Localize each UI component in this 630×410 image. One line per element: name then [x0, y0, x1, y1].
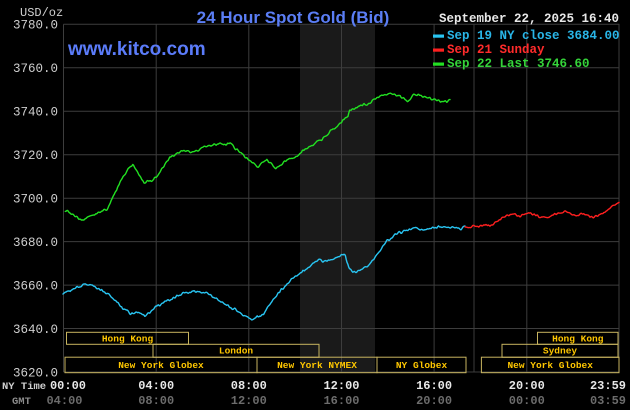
- svg-text:3760.0: 3760.0: [13, 62, 58, 76]
- svg-text:NY Globex: NY Globex: [396, 360, 448, 371]
- svg-text:New York Globex: New York Globex: [118, 360, 204, 371]
- svg-text:Sep 19 NY close 3684.00: Sep 19 NY close 3684.00: [447, 29, 620, 43]
- svg-text:3720.0: 3720.0: [13, 149, 58, 163]
- svg-text:Sep 21 Sunday: Sep 21 Sunday: [447, 43, 545, 57]
- svg-text:3740.0: 3740.0: [13, 106, 58, 120]
- svg-text:3780.0: 3780.0: [13, 19, 58, 33]
- svg-text:3640.0: 3640.0: [13, 323, 58, 337]
- svg-text:NY Time: NY Time: [2, 381, 46, 393]
- svg-text:12:00: 12:00: [323, 379, 359, 393]
- svg-text:08:00: 08:00: [231, 379, 267, 393]
- svg-text:16:00: 16:00: [323, 394, 359, 408]
- svg-text:04:00: 04:00: [138, 379, 174, 393]
- svg-text:Hong Kong: Hong Kong: [552, 333, 604, 344]
- svg-text:16:00: 16:00: [416, 379, 452, 393]
- svg-text:Sep 22 Last 3746.60: Sep 22 Last 3746.60: [447, 57, 590, 71]
- svg-text:12:00: 12:00: [231, 394, 267, 408]
- svg-text:3680.0: 3680.0: [13, 236, 58, 250]
- svg-text:00:00: 00:00: [509, 394, 545, 408]
- svg-text:www.kitco.com: www.kitco.com: [67, 39, 206, 60]
- svg-text:Sydney: Sydney: [543, 346, 578, 357]
- svg-text:3660.0: 3660.0: [13, 280, 58, 294]
- svg-text:September 22, 2025 16:40: September 22, 2025 16:40: [439, 12, 619, 26]
- svg-text:03:59: 03:59: [590, 394, 626, 408]
- svg-text:20:00: 20:00: [509, 379, 545, 393]
- svg-text:00:00: 00:00: [50, 379, 86, 393]
- svg-text:London: London: [219, 346, 254, 357]
- svg-text:23:59: 23:59: [590, 379, 626, 393]
- svg-text:20:00: 20:00: [416, 394, 452, 408]
- svg-text:New York NYMEX: New York NYMEX: [277, 360, 357, 371]
- svg-text:New York Globex: New York Globex: [507, 360, 593, 371]
- svg-text:Hong Kong: Hong Kong: [102, 333, 154, 344]
- svg-text:04:00: 04:00: [46, 394, 82, 408]
- svg-text:3700.0: 3700.0: [13, 193, 58, 207]
- svg-text:GMT: GMT: [12, 396, 31, 408]
- svg-text:24 Hour Spot Gold (Bid): 24 Hour Spot Gold (Bid): [197, 8, 390, 27]
- svg-text:USD/oz: USD/oz: [20, 6, 63, 20]
- svg-text:08:00: 08:00: [138, 394, 174, 408]
